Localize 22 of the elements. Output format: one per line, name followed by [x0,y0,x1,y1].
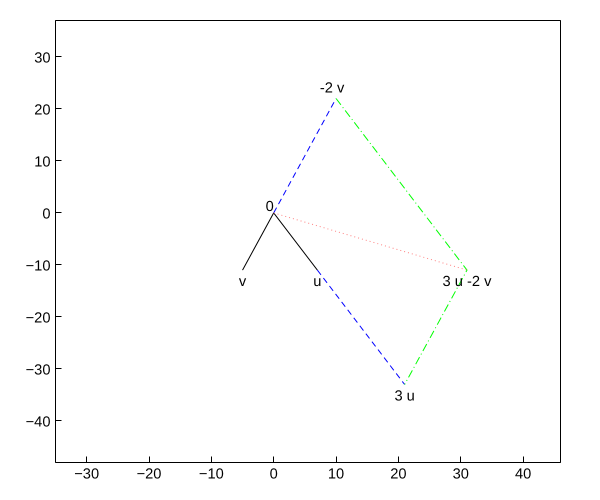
y-tick-label: −30 [26,362,51,378]
annotation: u [313,274,322,290]
x-tick-label: 0 [270,466,278,482]
x-tick-label: −20 [136,466,162,482]
annotation: v [238,274,247,290]
annotation: -2 v [320,80,345,96]
y-tick-label: 10 [34,154,51,170]
y-tick-label: 0 [42,206,51,222]
x-tick-label: −10 [198,466,224,482]
annotation: 3 u -2 v [442,274,492,290]
y-tick-label: −40 [26,414,51,430]
x-tick-label: 30 [452,466,469,482]
annotation: 3 u [394,388,415,404]
y-tick-label: 20 [34,102,51,118]
y-tick-label: −20 [26,310,51,326]
x-tick-label: 20 [390,466,407,482]
x-tick-label: 40 [514,466,532,482]
x-tick-label: −30 [74,466,100,482]
annotation: 0 [266,198,274,215]
y-tick-label: −10 [26,258,51,274]
x-tick-label: 10 [328,466,344,482]
y-tick-label: 30 [34,50,51,66]
